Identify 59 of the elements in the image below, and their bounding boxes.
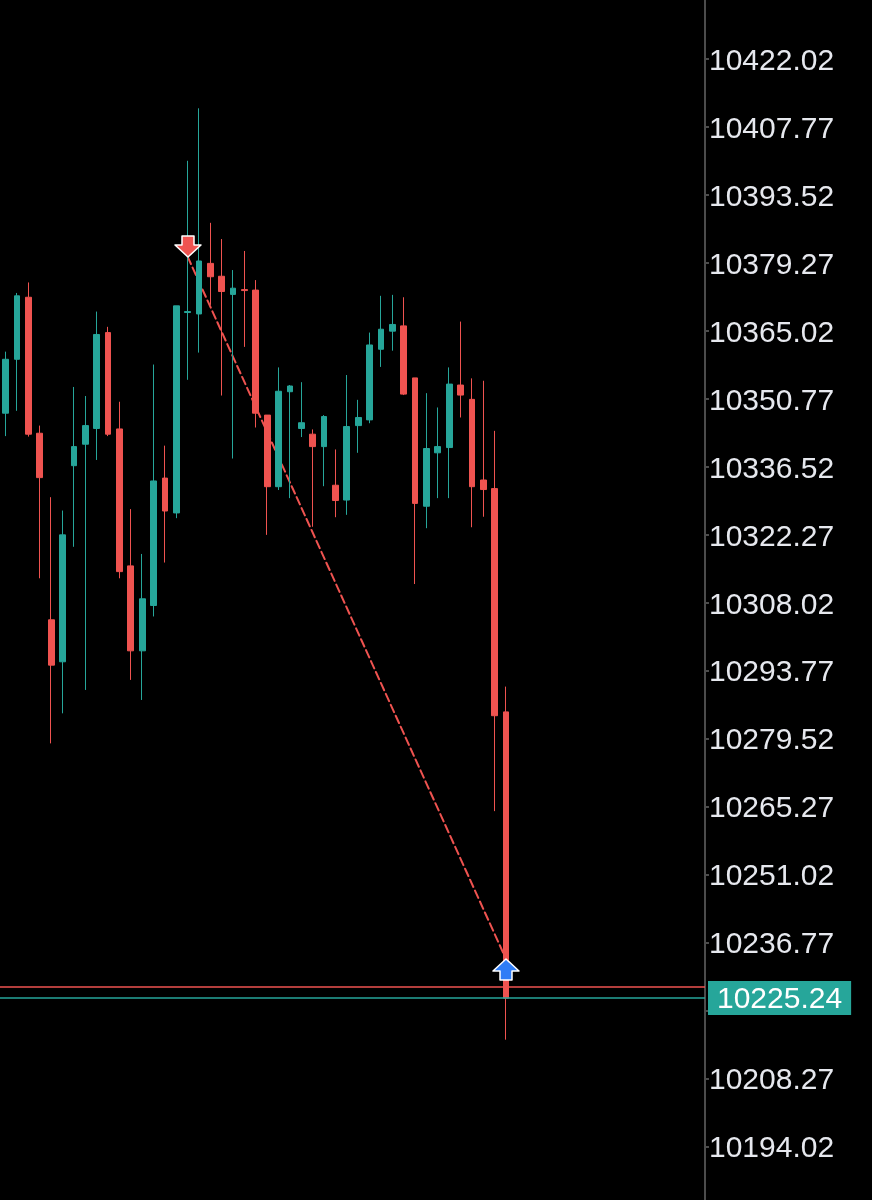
candlestick xyxy=(2,351,9,437)
candlestick xyxy=(469,377,475,528)
candlestick xyxy=(343,374,350,516)
y-tick-label: 10194.02 xyxy=(709,1130,835,1164)
y-tick-label: 10251.02 xyxy=(709,858,835,892)
y-tick-label: 10279.52 xyxy=(709,722,835,756)
candlestick xyxy=(82,395,89,691)
candlestick xyxy=(36,425,43,579)
candlestick xyxy=(423,392,430,529)
y-tick-label: 10365.02 xyxy=(709,314,835,348)
y-tick-label: 10379.27 xyxy=(709,246,835,280)
y-tick-label: 10336.52 xyxy=(709,450,835,484)
ref-line-label: 10225.24 xyxy=(717,981,843,1015)
candlestick xyxy=(173,305,180,519)
candlestick xyxy=(25,281,32,438)
y-tick-label: 10322.27 xyxy=(709,518,835,552)
candlestick xyxy=(230,269,236,460)
candlestick xyxy=(412,377,418,585)
y-tick-label: 10350.77 xyxy=(709,382,835,416)
y-tick-label: 10422.02 xyxy=(709,42,835,76)
candlestick xyxy=(127,508,134,681)
candlestick xyxy=(241,250,248,348)
candlestick xyxy=(139,553,146,701)
y-tick-label: 10308.02 xyxy=(709,586,835,620)
candlestick xyxy=(105,326,111,437)
candlestick xyxy=(480,380,487,518)
candlestick xyxy=(491,430,498,812)
candlestick xyxy=(332,448,339,518)
candlestick xyxy=(355,399,362,454)
y-tick-label: 10208.27 xyxy=(709,1062,835,1096)
candlestick xyxy=(184,160,191,381)
candlestick xyxy=(321,414,327,487)
y-tick-label: 10293.77 xyxy=(709,654,835,688)
candlestick xyxy=(275,366,282,491)
y-tick-label: 10265.27 xyxy=(709,790,835,824)
candlestick xyxy=(116,401,123,579)
candlestick xyxy=(14,292,20,412)
y-tick-label: 10393.52 xyxy=(709,178,835,212)
candlestick xyxy=(264,414,271,536)
candlestick xyxy=(378,295,384,368)
y-tick-label: 10407.77 xyxy=(709,110,835,144)
candlestick xyxy=(196,107,202,354)
candlestick xyxy=(150,364,157,617)
y-tick-label: 10236.77 xyxy=(709,926,835,960)
candlestick xyxy=(457,321,464,418)
candlestick xyxy=(400,296,407,396)
candlestick xyxy=(48,496,55,744)
candlestick xyxy=(309,428,316,528)
candlestick xyxy=(434,406,441,499)
candlestick xyxy=(287,384,293,499)
candlestick xyxy=(93,311,100,461)
candlestick xyxy=(252,279,259,429)
candlestick xyxy=(366,332,373,424)
candlestick xyxy=(389,294,396,352)
candlestick xyxy=(59,510,66,714)
candlestick xyxy=(298,381,305,438)
candlestick xyxy=(71,386,77,548)
candlestick xyxy=(162,445,168,564)
candlestick xyxy=(446,366,453,499)
